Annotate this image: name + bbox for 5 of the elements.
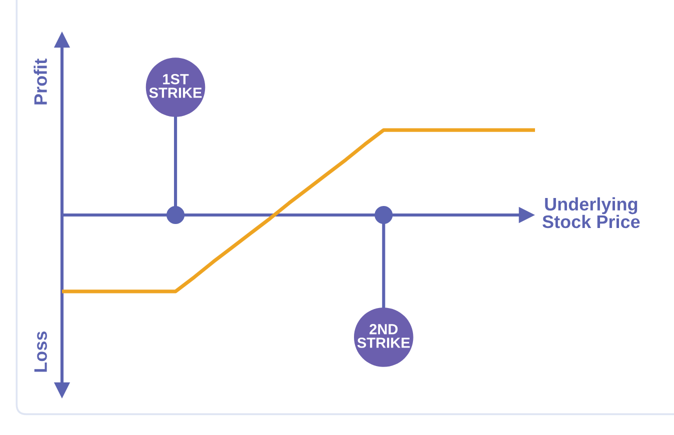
- text: 2ND STRIKE: [357, 324, 410, 348]
- x-axis-title: Underlying Stock Price: [542, 197, 640, 228]
- text: Loss: [34, 332, 47, 372]
- y-axis-title: Profit: [34, 58, 47, 104]
- text: 1ST STRIKE: [149, 74, 202, 98]
